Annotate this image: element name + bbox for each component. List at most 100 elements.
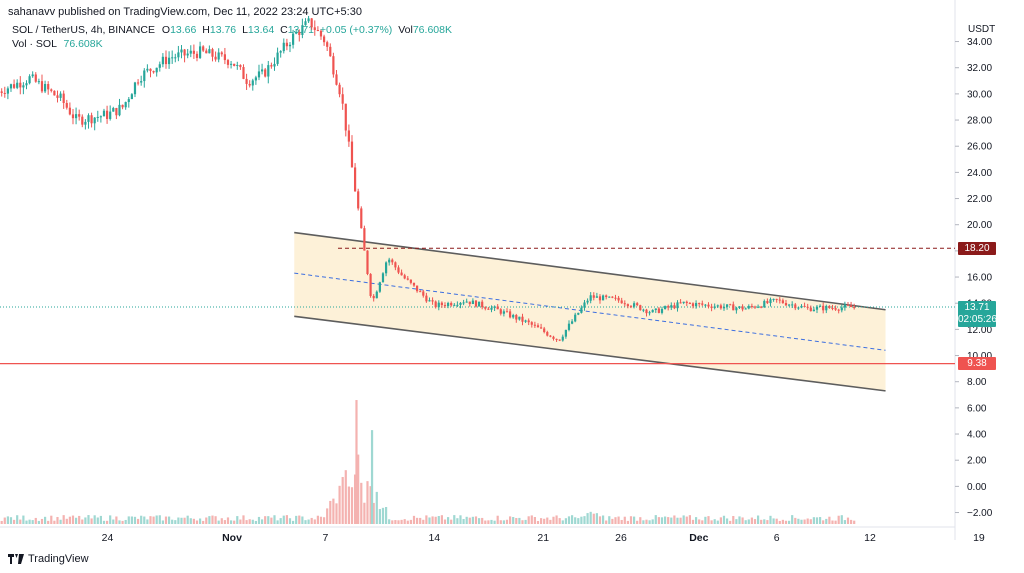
candle-body <box>177 52 180 58</box>
candle-body <box>787 304 791 306</box>
volume-bar <box>595 513 598 524</box>
volume-spike-bar <box>370 430 374 524</box>
volume-bar <box>673 515 676 524</box>
volume-bar <box>670 517 673 524</box>
candle-body <box>508 311 512 318</box>
volume-bar <box>502 520 505 524</box>
volume-bar <box>391 520 394 524</box>
candle-body <box>505 311 509 313</box>
volume-bar <box>453 515 456 524</box>
volume-bar <box>369 486 372 524</box>
volume-bar <box>471 516 474 524</box>
candle-body <box>16 82 19 88</box>
candle-body <box>239 64 242 68</box>
candle-body <box>242 67 245 79</box>
volume-bar <box>375 491 378 524</box>
candle-body <box>192 50 195 54</box>
candle-body <box>546 332 549 336</box>
candle-body <box>350 141 354 168</box>
candle-body <box>660 309 664 313</box>
candle-body <box>158 64 161 68</box>
candle-body <box>828 305 831 309</box>
candle-body <box>338 84 341 95</box>
candle-body <box>34 74 37 82</box>
candle-body <box>704 304 707 306</box>
volume-bar <box>533 517 536 524</box>
volume-bar <box>264 516 267 524</box>
candle-body <box>558 339 561 341</box>
volume-bar <box>642 520 645 524</box>
y-tick-label: 28.00 <box>967 116 992 127</box>
candle-body <box>357 191 360 209</box>
candle-body <box>645 309 648 314</box>
candle-body <box>499 309 502 314</box>
volume-bar <box>357 454 360 524</box>
volume-bar <box>552 516 555 524</box>
volume-label: Vol <box>398 24 413 36</box>
candle-body <box>65 103 68 108</box>
candle-body <box>477 301 481 307</box>
volume-bar <box>115 516 118 524</box>
volume-bar <box>384 507 388 524</box>
volume-bar <box>484 520 487 524</box>
volume-bar <box>171 519 174 524</box>
volume-bar <box>130 516 133 524</box>
open-label: O <box>161 24 171 36</box>
candle-body <box>50 89 53 91</box>
volume-bar <box>849 519 853 524</box>
candle-body <box>474 300 478 307</box>
volume-bar <box>434 516 437 524</box>
volume-bar <box>6 516 9 524</box>
candle-body <box>561 336 564 341</box>
ohlc-legend: SOL / TetherUS, 4h, BINANCE O13.66 H13.7… <box>12 24 452 36</box>
volume-bar <box>394 520 397 524</box>
candle-body <box>760 306 763 308</box>
volume-bar <box>338 485 341 524</box>
volume-bar <box>415 517 419 524</box>
candle-body <box>19 82 22 88</box>
support-price-value: 9.38 <box>967 358 987 370</box>
volume-bar <box>806 518 809 524</box>
volume-bar <box>508 516 512 524</box>
volume-bar <box>567 516 571 524</box>
volume-bar <box>763 519 766 524</box>
candle-body <box>471 300 474 305</box>
candle-body <box>143 70 146 82</box>
volume-bar <box>583 516 586 524</box>
volume-bar <box>794 517 797 524</box>
candle-body <box>186 53 189 56</box>
volume-bar <box>223 520 226 524</box>
candle-body <box>543 328 546 333</box>
x-tick-label: 6 <box>774 532 780 544</box>
volume-bar <box>62 515 65 524</box>
candle-body <box>676 302 679 309</box>
volume-bar <box>756 515 760 524</box>
volume-bar <box>65 518 68 524</box>
volume-bar <box>276 520 279 524</box>
volume-bar <box>456 518 459 524</box>
x-tick-label: 19 <box>973 532 985 544</box>
y-tick-label: 12.00 <box>967 325 992 336</box>
volume-bar <box>409 519 412 524</box>
candle-body <box>682 301 685 303</box>
volume-bar <box>614 517 617 524</box>
candle-body <box>180 49 183 53</box>
volume-bar <box>313 519 316 524</box>
volume-bar <box>326 508 329 524</box>
channel-lower-line <box>294 315 886 392</box>
candle-body <box>171 57 174 59</box>
volume-bar <box>254 520 257 524</box>
volume-bar <box>195 520 199 524</box>
volume-bar <box>431 516 434 524</box>
volume-bar <box>623 516 626 524</box>
volume-bar <box>536 520 540 524</box>
candle-body <box>812 309 815 312</box>
candle-body <box>307 18 310 22</box>
volume-bar <box>124 519 127 524</box>
x-tick-label: 14 <box>428 532 440 544</box>
candle-body <box>527 320 530 323</box>
volume-bar <box>698 519 701 524</box>
candle-body <box>99 116 102 118</box>
volume-bar <box>202 520 205 524</box>
